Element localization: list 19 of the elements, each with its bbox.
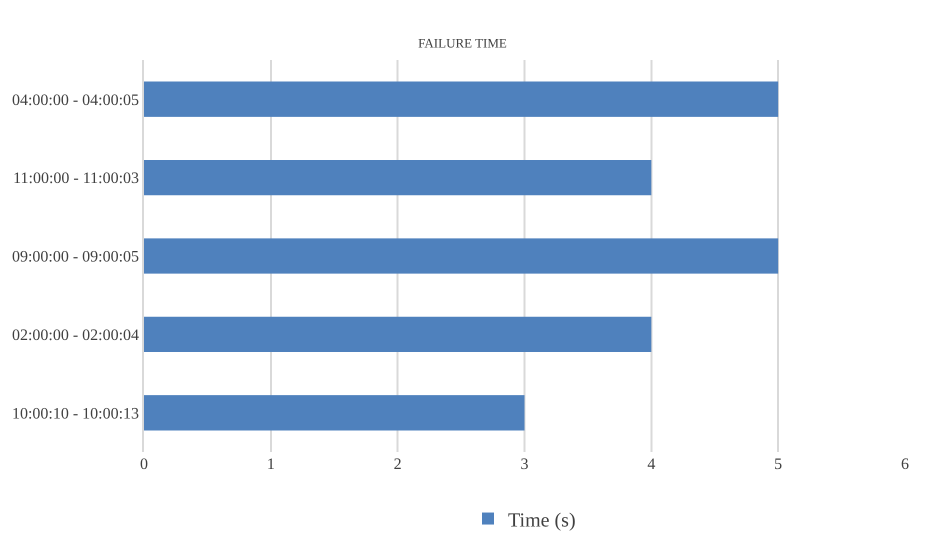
- x-tick-label: 3: [520, 456, 528, 473]
- x-tick-label: 1: [266, 456, 275, 473]
- bar: [144, 316, 652, 352]
- x-tick-label: 4: [647, 456, 656, 473]
- x-tick-label: 6: [901, 456, 909, 473]
- y-tick-label: 10:00:10 - 10:00:13: [12, 405, 140, 422]
- legend-label: Time (s): [508, 509, 576, 532]
- bar: [144, 82, 778, 117]
- y-tick-label: 11:00:00 - 11:00:03: [13, 170, 140, 188]
- y-tick-label: 09:00:00 - 09:00:05: [12, 248, 140, 266]
- chart-title: FAILURE TIME: [418, 36, 507, 51]
- x-tick-label: 0: [140, 456, 148, 473]
- bar: [144, 238, 778, 274]
- bar: [144, 395, 524, 430]
- bar: [144, 160, 652, 196]
- y-tick-label: 02:00:00 - 02:00:04: [12, 327, 140, 344]
- y-tick-label: 04:00:00 - 04:00:05: [12, 92, 140, 109]
- x-tick-label: 2: [394, 456, 402, 473]
- x-tick-label: 5: [774, 456, 782, 473]
